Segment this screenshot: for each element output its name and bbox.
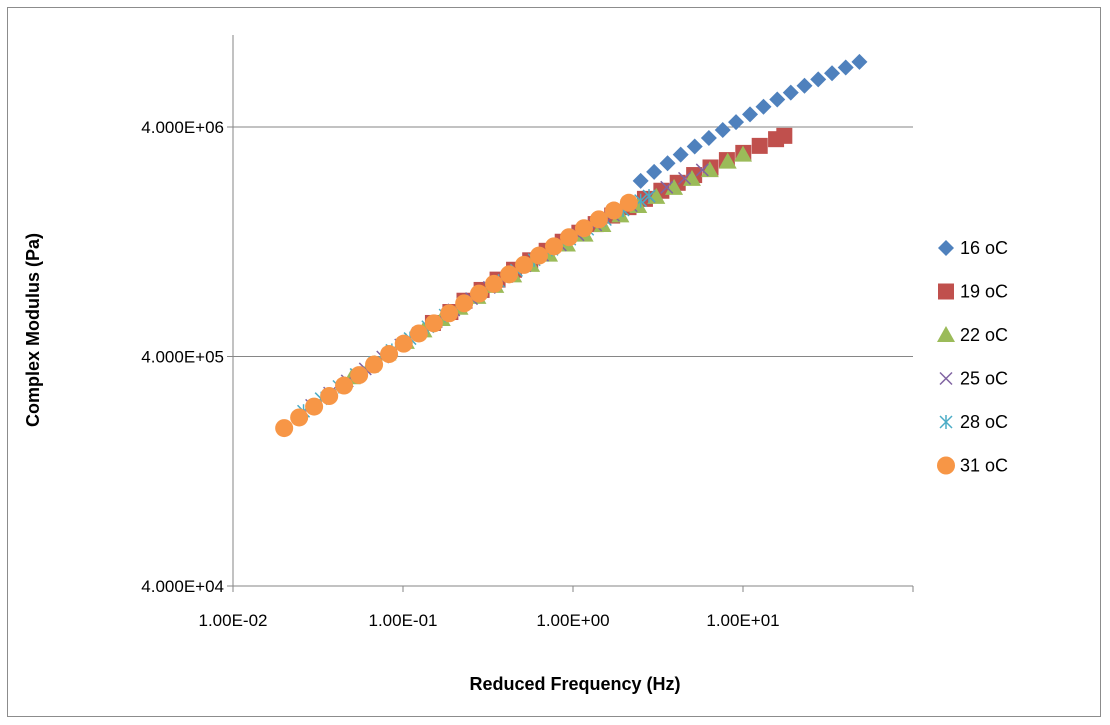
data-point [751, 137, 768, 154]
data-point [589, 210, 608, 229]
legend: 16 oC 19 oC 22 oC 25 oC 28 oC 31 oC [937, 238, 1008, 476]
data-point [574, 219, 593, 238]
data-point [544, 237, 563, 256]
data-point [409, 324, 428, 343]
x-tick-label: 1.00E-01 [369, 611, 438, 630]
data-point [440, 304, 459, 323]
data-point [642, 189, 656, 204]
data-point [604, 201, 623, 220]
data-point [455, 294, 474, 313]
data-point [365, 355, 384, 374]
data-point [632, 172, 649, 189]
data-point [646, 163, 663, 180]
data-point [776, 127, 793, 144]
legend-marker [938, 240, 954, 256]
data-point [470, 284, 489, 303]
data-point [394, 334, 413, 353]
data-point [837, 59, 854, 76]
data-series [275, 53, 868, 438]
data-point [824, 65, 841, 82]
data-point [350, 366, 369, 385]
series-31-oc [275, 193, 638, 438]
data-point [769, 91, 786, 108]
legend-label: 16 oC [960, 238, 1008, 258]
data-point [619, 193, 638, 212]
data-point [659, 155, 676, 172]
legend-marker [937, 456, 955, 475]
data-point [530, 246, 549, 265]
legend-item: 31 oC [937, 456, 1008, 476]
data-point [305, 397, 324, 416]
legend-item: 16 oC [938, 238, 1008, 258]
data-point [500, 265, 519, 284]
legend-marker [937, 326, 955, 342]
legend-item: 22 oC [937, 325, 1008, 345]
data-point [515, 255, 534, 274]
tick-labels: 4.000E+04 4.000E+05 4.000E+06 1.00E-02 1.00E… [141, 118, 779, 630]
data-point [755, 98, 772, 115]
data-point [320, 387, 339, 406]
y-axis-title: Complex Modulus (Pa) [23, 233, 43, 427]
data-point [335, 376, 354, 395]
data-point [678, 171, 692, 185]
x-axis-title: Reduced Frequency (Hz) [469, 674, 680, 694]
data-point [700, 130, 717, 147]
legend-label: 22 oC [960, 325, 1008, 345]
legend-label: 31 oC [960, 456, 1008, 476]
x-tick-label: 1.00E+00 [536, 611, 609, 630]
legend-label: 25 oC [960, 369, 1008, 389]
data-point [672, 146, 689, 163]
data-point [686, 138, 703, 155]
y-tick-label: 4.000E+05 [141, 348, 224, 367]
legend-label: 19 oC [960, 282, 1008, 302]
data-point [275, 419, 294, 438]
legend-marker [939, 415, 953, 429]
series-16-oc [632, 53, 868, 189]
legend-marker [938, 283, 954, 300]
data-point [695, 163, 709, 177]
data-point [714, 122, 731, 139]
axes [227, 35, 914, 592]
data-point [424, 314, 443, 333]
data-point [742, 106, 759, 123]
y-tick-label: 4.000E+04 [141, 577, 224, 596]
legend-item: 19 oC [938, 282, 1008, 302]
data-point [796, 77, 813, 94]
data-point [734, 145, 752, 162]
data-point [810, 71, 827, 88]
data-point [728, 114, 745, 131]
data-point [782, 84, 799, 101]
data-point [559, 228, 578, 247]
data-point [380, 345, 399, 364]
x-tick-label: 1.00E+01 [706, 611, 779, 630]
legend-label: 28 oC [960, 412, 1008, 432]
y-tick-label: 4.000E+06 [141, 118, 224, 137]
legend-item: 28 oC [939, 412, 1008, 432]
data-point [851, 53, 868, 70]
data-point [485, 274, 503, 293]
legend-item: 25 oC [939, 369, 1008, 389]
x-tick-label: 1.00E-02 [199, 611, 268, 630]
data-point [660, 180, 674, 194]
legend-marker [939, 371, 953, 386]
chart-frame [7, 7, 1101, 717]
data-point [718, 152, 737, 169]
gridlines [233, 126, 913, 357]
data-point [290, 408, 309, 427]
